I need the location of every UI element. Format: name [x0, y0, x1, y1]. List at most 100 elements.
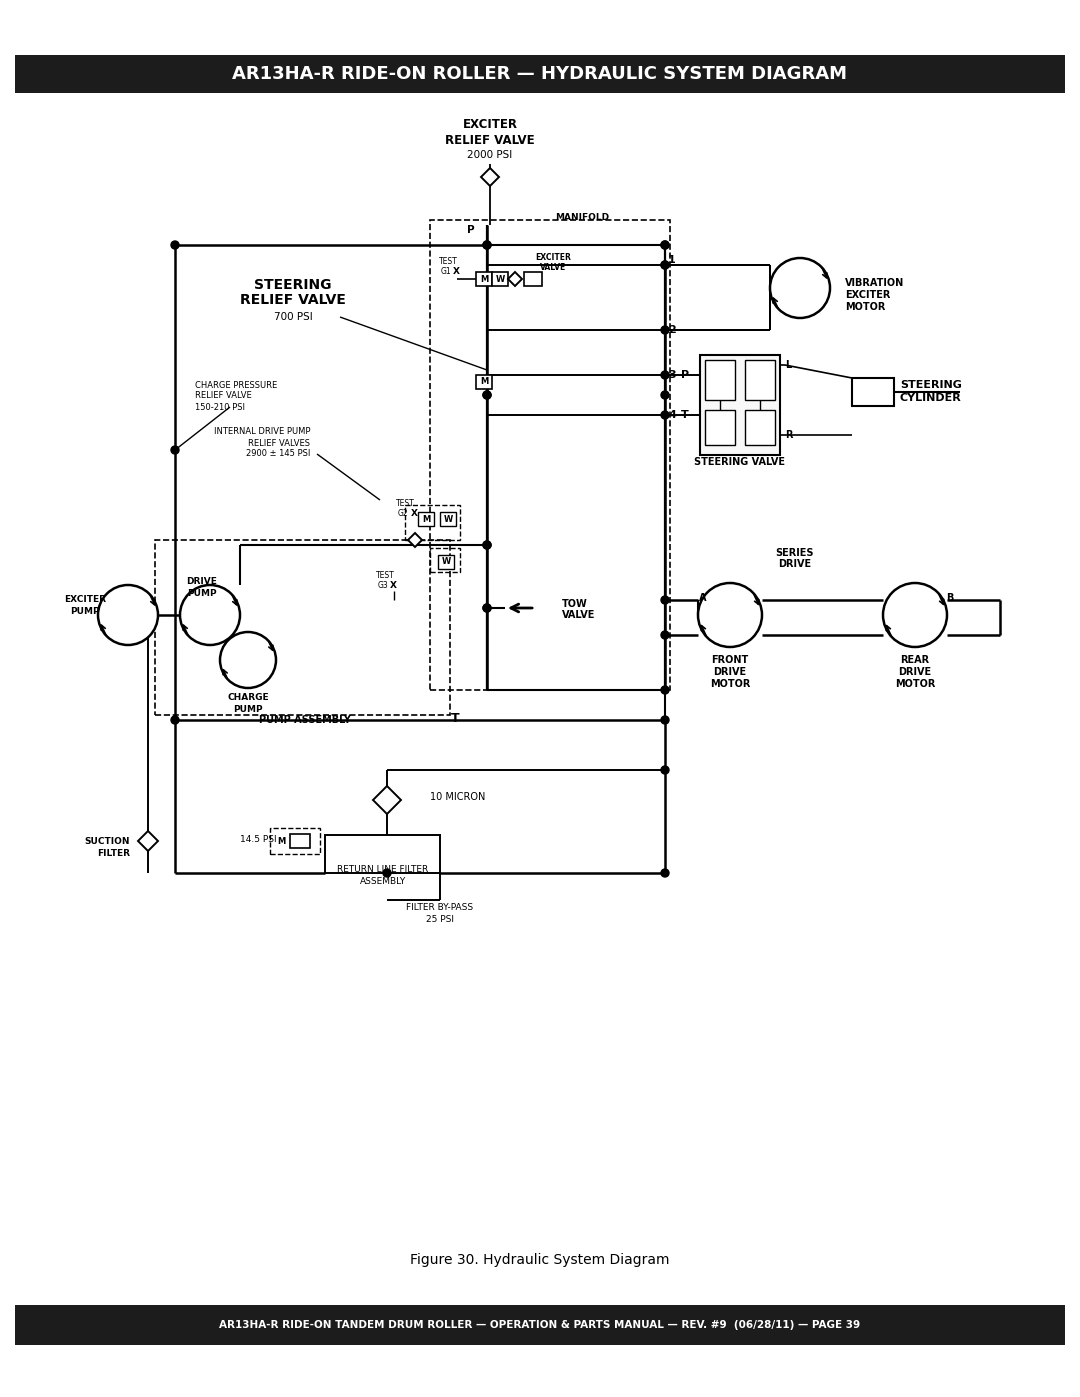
Circle shape [483, 541, 491, 549]
Text: 2: 2 [669, 326, 676, 335]
Circle shape [171, 446, 179, 454]
Text: VALVE: VALVE [540, 264, 566, 272]
Bar [15, 54, 1065, 94]
Circle shape [661, 242, 669, 249]
Text: B: B [946, 592, 954, 604]
Text: W: W [442, 557, 450, 567]
Text: CYLINDER: CYLINDER [900, 393, 962, 402]
Text: 10 MICRON: 10 MICRON [430, 792, 485, 802]
Circle shape [661, 261, 669, 270]
Text: EXCITER: EXCITER [535, 253, 571, 263]
Circle shape [383, 869, 391, 877]
Text: MANIFOLD: MANIFOLD [555, 214, 609, 222]
Circle shape [883, 583, 947, 647]
Polygon shape [508, 272, 522, 286]
Text: PUMP: PUMP [233, 705, 262, 714]
Text: 25 PSI: 25 PSI [426, 915, 454, 925]
Text: DRIVE: DRIVE [779, 559, 811, 569]
Bar [705, 409, 735, 446]
Bar [852, 379, 894, 407]
Text: PUMP: PUMP [187, 588, 217, 598]
Text: RELIEF VALVE: RELIEF VALVE [240, 293, 346, 307]
Bar [524, 272, 542, 286]
Circle shape [483, 604, 491, 612]
Text: 14.5 PSI: 14.5 PSI [240, 835, 276, 845]
Circle shape [483, 391, 491, 400]
Text: EXCITER: EXCITER [845, 291, 890, 300]
Circle shape [180, 585, 240, 645]
Circle shape [171, 717, 179, 724]
Text: PUMP: PUMP [70, 608, 99, 616]
Text: M: M [480, 274, 488, 284]
Text: MOTOR: MOTOR [845, 302, 886, 312]
Text: AR13HA-R RIDE-ON ROLLER — HYDRAULIC SYSTEM DIAGRAM: AR13HA-R RIDE-ON ROLLER — HYDRAULIC SYST… [232, 66, 848, 82]
Circle shape [661, 686, 669, 694]
Text: 1: 1 [669, 256, 676, 265]
Circle shape [661, 869, 669, 877]
Circle shape [661, 261, 669, 270]
Bar [430, 219, 670, 690]
Circle shape [483, 391, 491, 400]
Text: PUMP ASSEMBLY: PUMP ASSEMBLY [259, 715, 351, 725]
Text: X: X [453, 267, 459, 277]
Text: RELIEF VALVE: RELIEF VALVE [445, 134, 535, 147]
Text: STEERING: STEERING [254, 278, 332, 292]
Bar [745, 409, 775, 446]
Bar [476, 374, 492, 388]
Text: RELIEF VALVE: RELIEF VALVE [195, 391, 252, 401]
Bar [745, 360, 775, 400]
Text: MOTOR: MOTOR [895, 679, 935, 689]
Bar [156, 541, 450, 715]
Circle shape [661, 631, 669, 638]
Text: P: P [680, 370, 689, 380]
Text: SERIES: SERIES [775, 548, 814, 557]
Text: RELIEF VALVES: RELIEF VALVES [248, 439, 310, 447]
Bar [430, 548, 460, 571]
Text: X: X [410, 509, 418, 517]
Bar [438, 555, 454, 569]
Text: Figure 30. Hydraulic System Diagram: Figure 30. Hydraulic System Diagram [410, 1253, 670, 1267]
Text: T: T [681, 409, 689, 420]
Polygon shape [408, 534, 422, 548]
Text: R: R [785, 430, 793, 440]
Polygon shape [373, 787, 401, 814]
Text: L: L [785, 360, 792, 370]
Circle shape [770, 258, 831, 319]
Text: T: T [450, 711, 459, 725]
Circle shape [98, 585, 158, 645]
Text: FILTER BY-PASS: FILTER BY-PASS [406, 904, 473, 912]
Text: 700 PSI: 700 PSI [273, 312, 312, 321]
Text: DRIVE: DRIVE [899, 666, 932, 678]
Circle shape [483, 242, 491, 249]
Bar [418, 511, 434, 527]
Text: TOW: TOW [562, 599, 588, 609]
Text: 150-210 PSI: 150-210 PSI [195, 402, 245, 412]
Text: 3: 3 [669, 370, 676, 380]
Text: G2: G2 [399, 509, 408, 517]
Circle shape [483, 604, 491, 612]
Bar [700, 355, 780, 455]
Text: G3: G3 [378, 581, 389, 590]
Text: W: W [444, 514, 453, 524]
Bar [492, 272, 508, 286]
Text: STEERING VALVE: STEERING VALVE [694, 457, 785, 467]
Text: A: A [699, 592, 706, 604]
Circle shape [220, 631, 276, 687]
Bar [440, 511, 456, 527]
Circle shape [661, 717, 669, 724]
Text: DRIVE: DRIVE [187, 577, 217, 587]
Text: EXCITER: EXCITER [462, 119, 517, 131]
Text: VIBRATION: VIBRATION [845, 278, 904, 288]
Bar [325, 835, 440, 873]
Text: 4: 4 [669, 409, 676, 420]
Text: EXCITER: EXCITER [64, 595, 106, 605]
Bar [291, 834, 310, 848]
Bar [405, 504, 460, 541]
Text: DRIVE: DRIVE [714, 666, 746, 678]
Polygon shape [138, 831, 158, 851]
Circle shape [661, 391, 669, 400]
Text: MOTOR: MOTOR [710, 679, 751, 689]
Circle shape [661, 326, 669, 334]
Circle shape [483, 242, 491, 249]
Circle shape [661, 766, 669, 774]
